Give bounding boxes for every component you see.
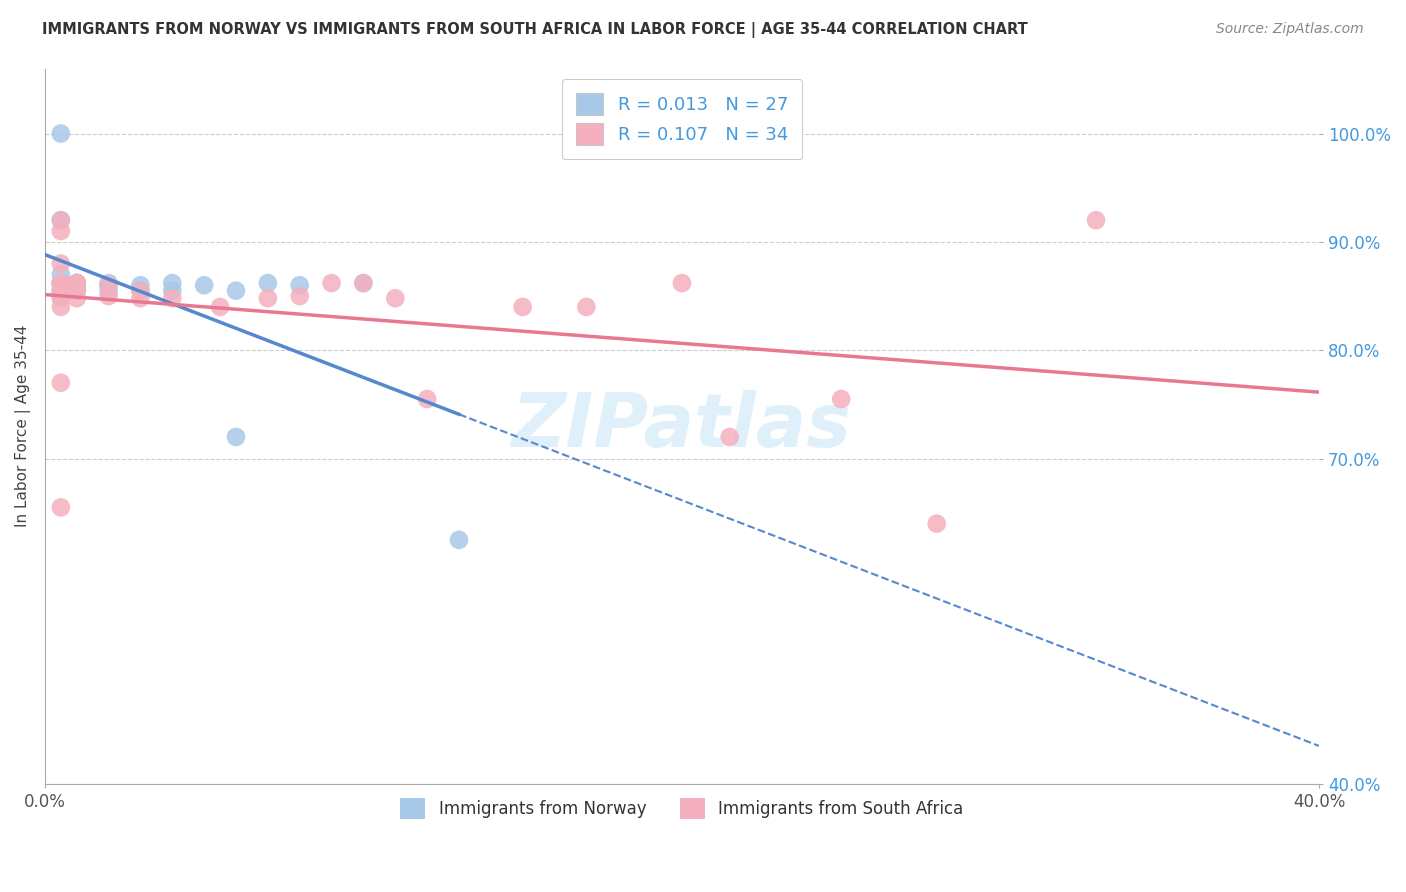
Point bbox=[49, 276, 72, 290]
Point bbox=[49, 276, 72, 290]
Point bbox=[49, 284, 72, 298]
Point bbox=[49, 289, 72, 303]
Point bbox=[447, 533, 470, 547]
Point bbox=[97, 276, 120, 290]
Point bbox=[384, 291, 406, 305]
Point bbox=[193, 278, 215, 293]
Point bbox=[49, 268, 72, 282]
Point bbox=[49, 127, 72, 141]
Point bbox=[49, 276, 72, 290]
Point bbox=[49, 213, 72, 227]
Point bbox=[66, 284, 89, 298]
Point bbox=[225, 284, 247, 298]
Point bbox=[49, 213, 72, 227]
Point bbox=[575, 300, 598, 314]
Point bbox=[162, 291, 184, 305]
Point bbox=[49, 256, 72, 270]
Point bbox=[129, 291, 152, 305]
Point bbox=[66, 276, 89, 290]
Point bbox=[352, 276, 374, 290]
Point bbox=[66, 284, 89, 298]
Point bbox=[66, 276, 89, 290]
Point bbox=[209, 300, 232, 314]
Point bbox=[49, 276, 72, 290]
Text: Source: ZipAtlas.com: Source: ZipAtlas.com bbox=[1216, 22, 1364, 37]
Point bbox=[925, 516, 948, 531]
Point bbox=[671, 276, 693, 290]
Text: ZIPatlas: ZIPatlas bbox=[512, 390, 852, 463]
Point bbox=[1085, 213, 1108, 227]
Point bbox=[49, 500, 72, 515]
Y-axis label: In Labor Force | Age 35-44: In Labor Force | Age 35-44 bbox=[15, 325, 31, 527]
Point bbox=[66, 278, 89, 293]
Point bbox=[66, 284, 89, 298]
Legend: Immigrants from Norway, Immigrants from South Africa: Immigrants from Norway, Immigrants from … bbox=[394, 792, 970, 825]
Point bbox=[257, 291, 280, 305]
Point bbox=[49, 278, 72, 293]
Point bbox=[49, 376, 72, 390]
Point bbox=[321, 276, 343, 290]
Point bbox=[288, 278, 311, 293]
Point bbox=[49, 284, 72, 298]
Point bbox=[718, 430, 741, 444]
Point bbox=[162, 284, 184, 298]
Point bbox=[129, 278, 152, 293]
Point bbox=[49, 291, 72, 305]
Point bbox=[352, 276, 374, 290]
Point bbox=[97, 289, 120, 303]
Point bbox=[129, 284, 152, 298]
Point bbox=[416, 392, 439, 406]
Point bbox=[49, 300, 72, 314]
Point bbox=[162, 276, 184, 290]
Point bbox=[288, 289, 311, 303]
Point bbox=[66, 276, 89, 290]
Point bbox=[66, 276, 89, 290]
Text: IMMIGRANTS FROM NORWAY VS IMMIGRANTS FROM SOUTH AFRICA IN LABOR FORCE | AGE 35-4: IMMIGRANTS FROM NORWAY VS IMMIGRANTS FRO… bbox=[42, 22, 1028, 38]
Point bbox=[49, 224, 72, 238]
Point bbox=[225, 430, 247, 444]
Point bbox=[97, 278, 120, 293]
Point bbox=[512, 300, 534, 314]
Point bbox=[66, 291, 89, 305]
Point bbox=[257, 276, 280, 290]
Point bbox=[97, 284, 120, 298]
Point bbox=[66, 276, 89, 290]
Point bbox=[129, 284, 152, 298]
Point bbox=[97, 278, 120, 293]
Point bbox=[830, 392, 852, 406]
